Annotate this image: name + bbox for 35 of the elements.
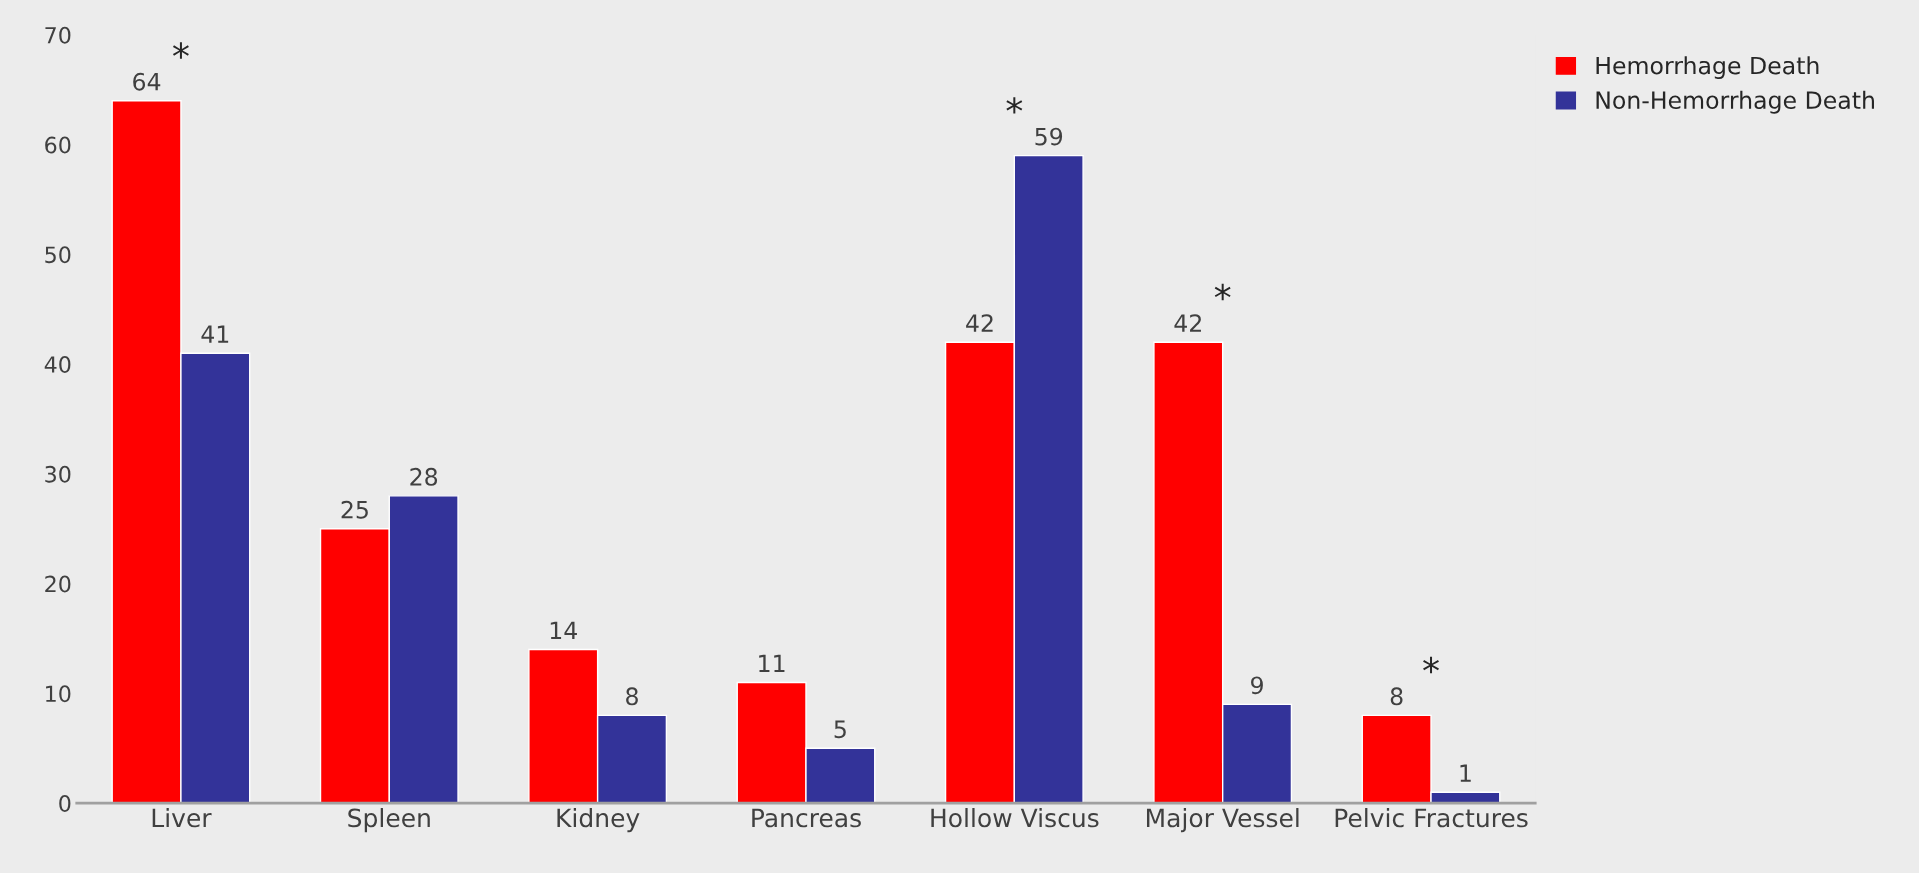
- data-label: 42: [1174, 314, 1201, 332]
- data-label: 25: [341, 500, 368, 519]
- data-label: 11: [759, 654, 785, 672]
- data-label: 5: [834, 720, 846, 739]
- x-tick-label: Pelvic Fractures: [1335, 808, 1528, 828]
- data-label: 28: [410, 467, 438, 486]
- data-label: 8: [1390, 687, 1403, 706]
- annotation: *: [1214, 283, 1231, 301]
- y-tick-label: 0: [59, 795, 71, 812]
- annotation: *: [172, 42, 189, 59]
- y-tick-label: 50: [45, 246, 71, 264]
- data-label: 59: [1035, 127, 1063, 146]
- legend-label: Non-Hemorrhage Death: [1596, 90, 1874, 114]
- legend-label: Hemorrhage Death: [1596, 56, 1819, 80]
- y-tick-label: 20: [45, 575, 71, 593]
- x-tick-label: Major Vessel: [1146, 808, 1299, 833]
- y-tick-label: 40: [44, 356, 71, 373]
- data-label: 14: [550, 621, 577, 640]
- x-tick-label: Pancreas: [752, 808, 861, 828]
- y-tick-label: 10: [46, 685, 71, 703]
- data-label: 42: [966, 314, 993, 332]
- annotation: *: [1423, 656, 1439, 674]
- data-label: 64: [133, 72, 161, 91]
- x-tick-label: Liver: [152, 808, 212, 828]
- x-tick-label: Hollow Viscus: [931, 808, 1099, 828]
- y-tick-label: 70: [45, 26, 71, 44]
- y-tick-label: 60: [45, 136, 71, 154]
- annotation: *: [1006, 97, 1023, 114]
- data-label: 9: [1251, 676, 1263, 695]
- x-tick-label: Spleen: [348, 808, 430, 833]
- data-label: 8: [626, 687, 638, 706]
- data-label: 41: [201, 325, 229, 343]
- x-tick-label: Kidney: [557, 808, 640, 833]
- data-label: 1: [1460, 764, 1471, 782]
- y-tick-label: 30: [45, 465, 71, 483]
